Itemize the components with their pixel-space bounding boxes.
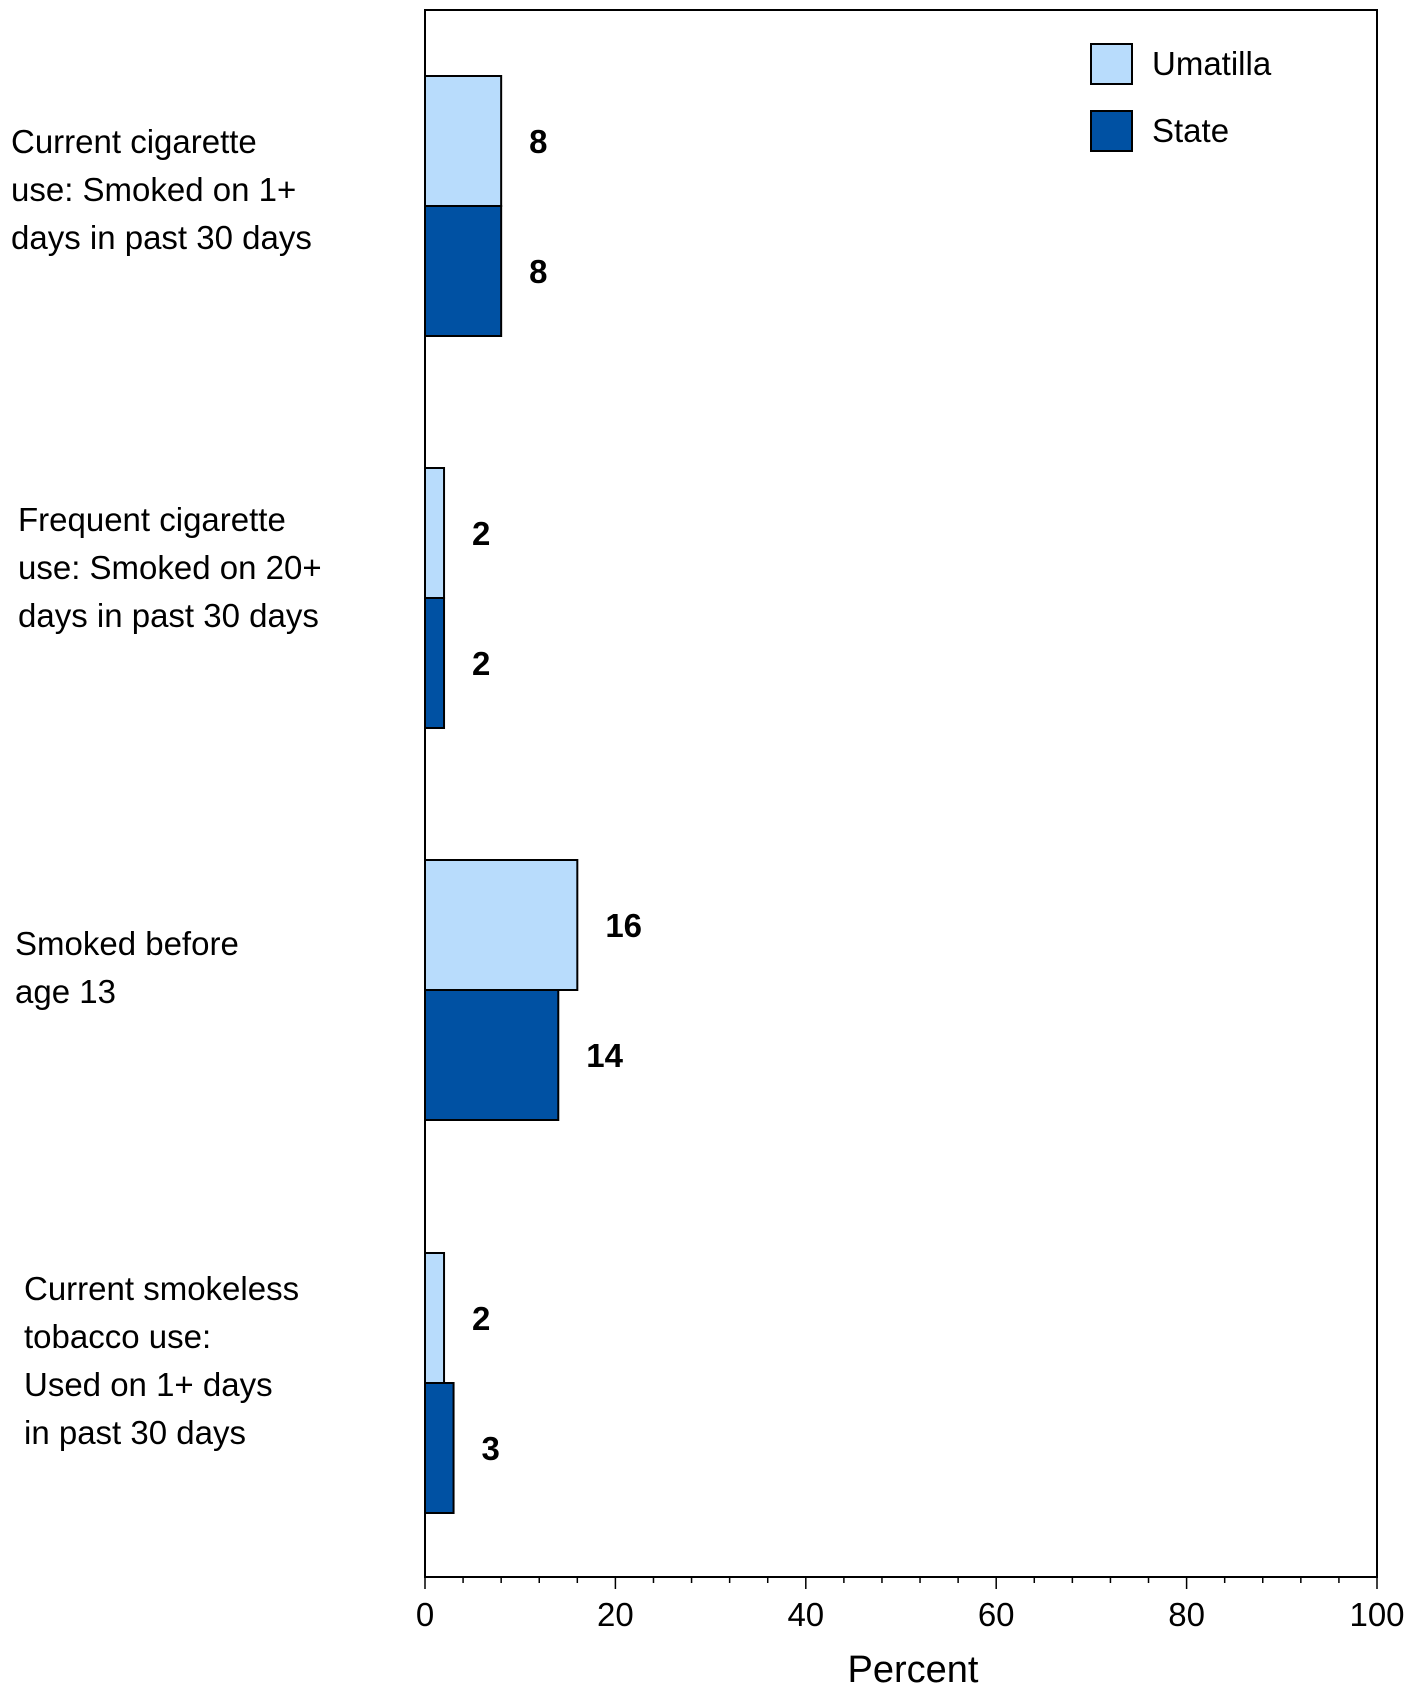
data-label: 8	[529, 123, 547, 160]
bar-umatilla-2	[424, 467, 446, 599]
bar-state-2	[424, 597, 446, 729]
data-label: 3	[482, 1430, 500, 1467]
data-label: 8	[529, 253, 547, 290]
bar-state-3	[424, 989, 560, 1121]
x-tick-label: 0	[416, 1596, 434, 1633]
x-tick-label: 20	[597, 1596, 634, 1633]
x-axis-title: Percent	[848, 1649, 979, 1691]
x-tick-label: 60	[978, 1596, 1015, 1633]
data-label: 16	[605, 907, 642, 944]
legend-swatch-state	[1090, 110, 1133, 152]
category-label-2: Frequent cigarette use: Smoked on 20+ da…	[18, 501, 322, 634]
category-label-3: Smoked before age 13	[15, 925, 239, 1010]
category-label-4: Current smokeless tobacco use: Used on 1…	[24, 1270, 300, 1451]
bar-state-4	[424, 1382, 455, 1514]
category-label-1: Current cigarette use: Smoked on 1+ days…	[11, 123, 312, 256]
bar-umatilla-1	[424, 75, 503, 207]
data-label: 2	[472, 1300, 490, 1337]
legend-label-umatilla: Umatilla	[1152, 45, 1272, 82]
plot-frame	[424, 9, 1378, 1578]
bar-umatilla-4	[424, 1252, 446, 1384]
x-tick-label: 40	[787, 1596, 824, 1633]
data-label: 14	[586, 1037, 623, 1074]
bar-umatilla-3	[424, 859, 579, 991]
data-label: 2	[472, 645, 490, 682]
legend-swatch-umatilla	[1090, 43, 1133, 85]
data-label: 2	[472, 515, 490, 552]
x-tick-label: 100	[1349, 1596, 1404, 1633]
legend-label-state: State	[1152, 112, 1229, 149]
x-tick-label: 80	[1168, 1596, 1205, 1633]
bar-state-1	[424, 205, 503, 337]
